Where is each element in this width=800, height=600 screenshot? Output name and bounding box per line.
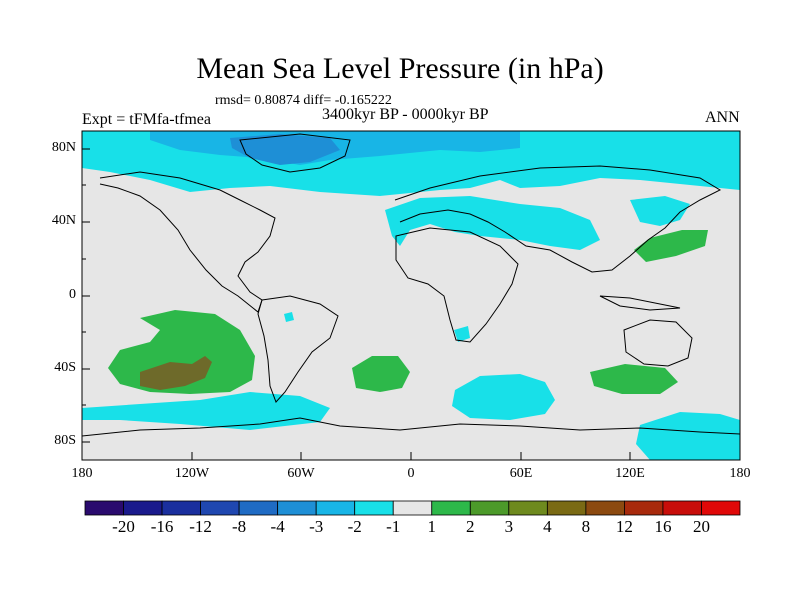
coastline-africa bbox=[395, 227, 519, 343]
colorbar-swatch bbox=[585, 500, 625, 516]
lon-label: 180 bbox=[729, 466, 751, 481]
lat-label: 0 bbox=[69, 287, 76, 302]
europe-negative-area bbox=[385, 196, 600, 250]
lat-label: 80S bbox=[54, 433, 76, 448]
colorbar-swatch bbox=[315, 500, 356, 516]
colorbar-label: 16 bbox=[654, 517, 672, 536]
colorbar-label: -3 bbox=[309, 517, 324, 536]
east-asia-negative-area bbox=[630, 196, 690, 226]
colorbar-swatch bbox=[701, 500, 741, 516]
coastline-south-america bbox=[257, 295, 339, 403]
lon-label: 60E bbox=[509, 466, 533, 481]
colorbar-label: -12 bbox=[189, 517, 212, 536]
colorbar-swatch bbox=[624, 500, 664, 516]
lon-label: 60W bbox=[287, 466, 315, 481]
south-indian-negative bbox=[452, 374, 555, 420]
colorbar-label: 3 bbox=[504, 517, 514, 536]
colorbar-label: 8 bbox=[581, 517, 591, 536]
colorbar-swatch bbox=[431, 500, 471, 516]
colorbar-swatch bbox=[392, 500, 433, 516]
lon-label: 120W bbox=[174, 466, 210, 481]
north-pacific-positive bbox=[634, 230, 708, 262]
colorbar-label: -4 bbox=[270, 517, 285, 536]
colorbar-swatch bbox=[84, 500, 124, 516]
colorbar-swatch bbox=[662, 500, 702, 516]
lon-label: 0 bbox=[407, 466, 415, 481]
lon-label: 180 bbox=[71, 466, 93, 481]
colorbar bbox=[84, 500, 741, 516]
coastline-greenland bbox=[239, 133, 351, 173]
coastline-north-america bbox=[99, 171, 276, 313]
southern-ocean-negative bbox=[82, 392, 330, 430]
colorbar-label: -20 bbox=[112, 517, 135, 536]
colorbar-label: -8 bbox=[232, 517, 247, 536]
coastline-antarctica bbox=[82, 417, 740, 437]
south-america-small-negative bbox=[284, 312, 294, 322]
south-pacific-positive-mid bbox=[140, 356, 212, 390]
greenland-dark-core bbox=[230, 134, 340, 165]
season-label: ANN bbox=[705, 109, 740, 126]
colorbar-label: 20 bbox=[692, 517, 710, 536]
colorbar-swatch bbox=[238, 500, 279, 516]
colorbar-label: 1 bbox=[427, 517, 437, 536]
lon-label: 120E bbox=[615, 466, 645, 481]
colorbar-swatch bbox=[277, 500, 317, 516]
coastline-indonesia bbox=[599, 295, 681, 311]
lon-ticks bbox=[81, 452, 741, 460]
stats-text: rmsd= 0.80874 diff= -0.165222 bbox=[215, 93, 392, 108]
lat-ticks bbox=[82, 148, 90, 443]
colorbar-swatch bbox=[161, 500, 201, 516]
lat-label: 40N bbox=[51, 213, 76, 228]
chart-title: Mean Sea Level Pressure (in hPa) bbox=[196, 52, 604, 85]
experiment-label: Expt = tFMfa-tfmea bbox=[82, 111, 211, 128]
lat-label: 40S bbox=[54, 360, 76, 375]
colorbar-swatch bbox=[354, 500, 394, 516]
colorbar-label: 12 bbox=[615, 517, 633, 536]
antarctic-pacific-negative bbox=[636, 412, 740, 460]
colorbar-label: 4 bbox=[543, 517, 552, 536]
colorbar-label: -2 bbox=[347, 517, 362, 536]
south-atlantic-positive bbox=[352, 356, 410, 392]
colorbar-label: 2 bbox=[466, 517, 475, 536]
colorbar-swatch bbox=[508, 500, 548, 516]
south-indian-positive bbox=[590, 364, 678, 394]
africa-small-negative bbox=[454, 326, 470, 342]
colorbar-swatch bbox=[546, 500, 587, 516]
lat-label: 80N bbox=[51, 140, 76, 155]
coastline-eurasia bbox=[394, 165, 722, 273]
colorbar-label: -16 bbox=[150, 517, 174, 536]
colorbar-swatch bbox=[200, 500, 240, 516]
coastlines bbox=[82, 133, 740, 437]
coastline-australia bbox=[623, 319, 693, 367]
colorbar-label: -1 bbox=[386, 517, 401, 536]
period-label: 3400kyr BP - 0000kyr BP bbox=[322, 106, 489, 123]
colorbar-swatch bbox=[469, 500, 510, 516]
colorbar-swatch bbox=[123, 500, 163, 516]
map-field bbox=[82, 131, 740, 460]
